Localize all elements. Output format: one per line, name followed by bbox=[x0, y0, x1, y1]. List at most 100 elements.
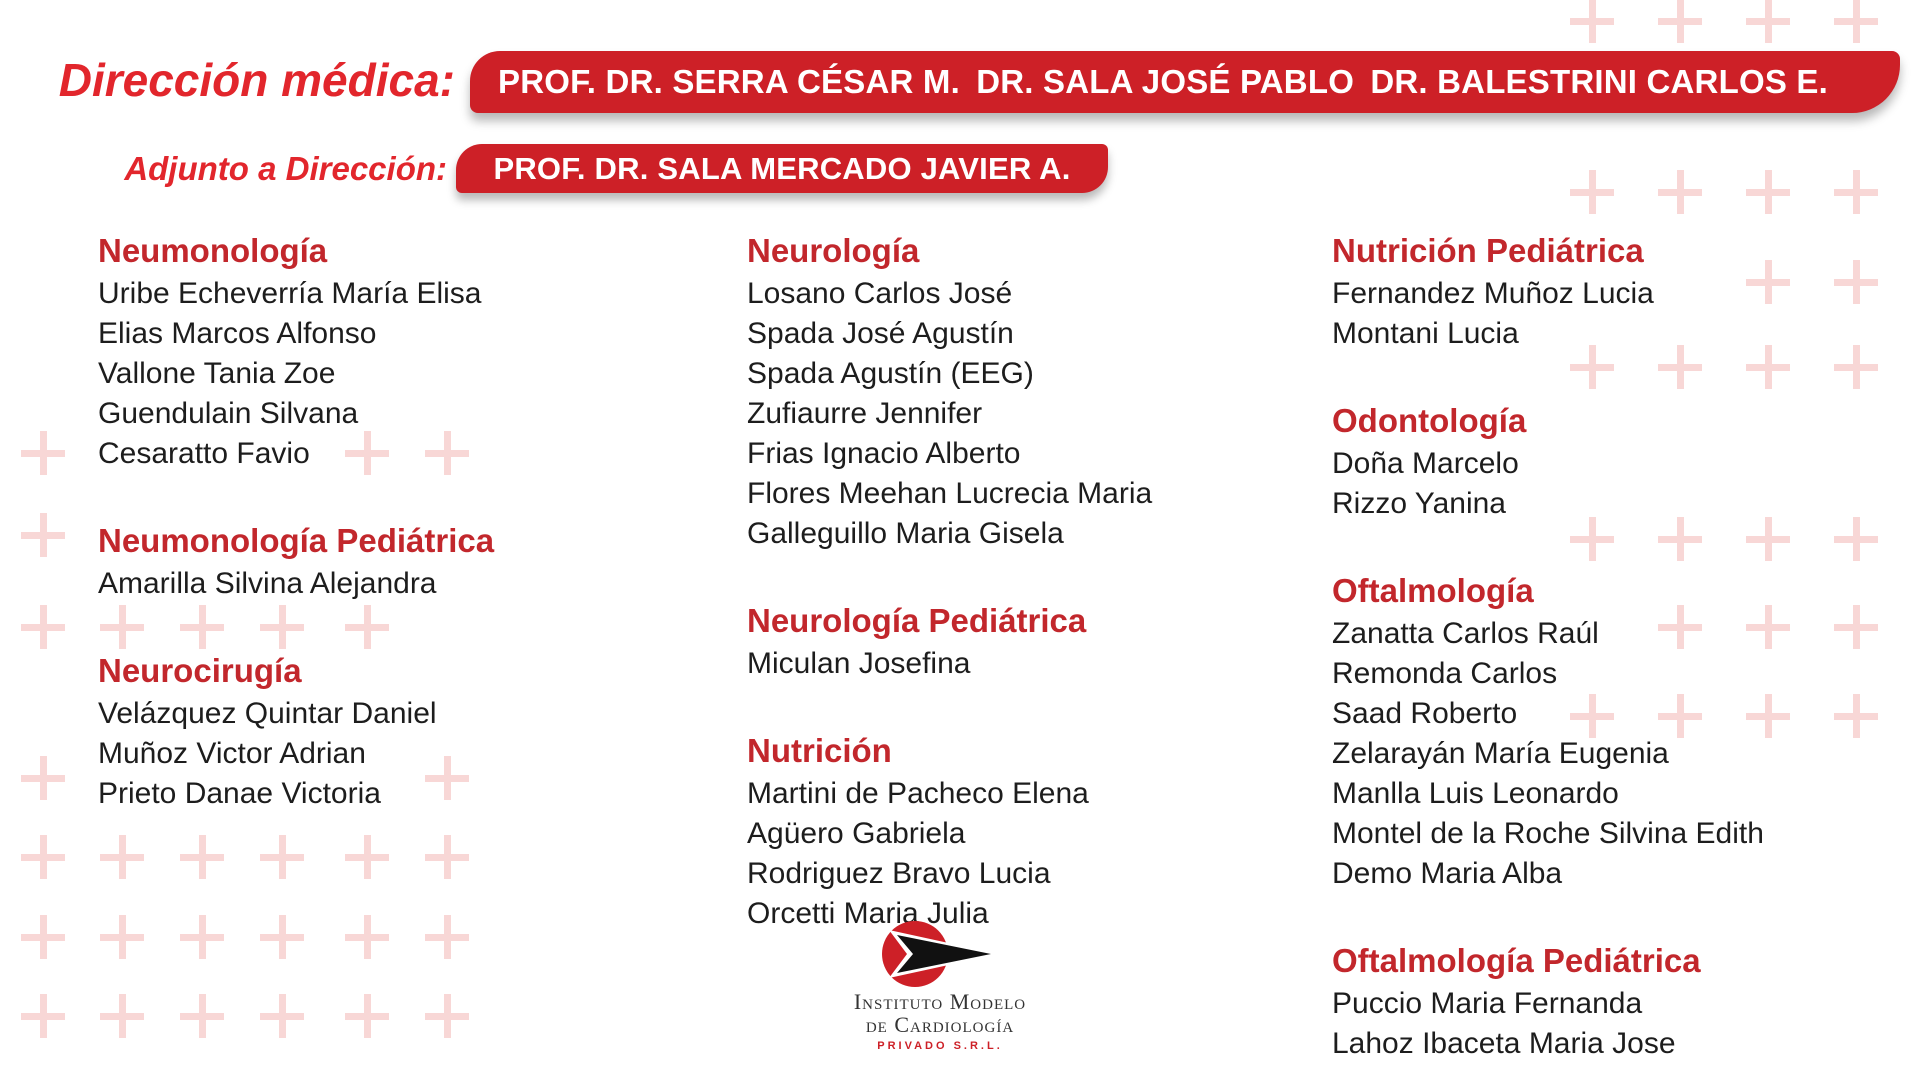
doctor-name: Spada José Agustín bbox=[747, 317, 1014, 350]
section-title: Neurología bbox=[747, 232, 920, 269]
section-title: Nutrición Pediátrica bbox=[1332, 232, 1644, 269]
plus-icon bbox=[425, 994, 469, 1038]
plus-icon bbox=[1834, 694, 1878, 738]
plus-icon bbox=[21, 605, 65, 649]
adjunto-director-name: PROF. DR. SALA MERCADO JAVIER A. bbox=[493, 150, 1071, 186]
director-name: PROF. DR. SERRA CÉSAR M. bbox=[498, 63, 960, 100]
doctor-name: Lahoz Ibaceta Maria Jose bbox=[1332, 1027, 1676, 1060]
doctor-name: Amarilla Silvina Alejandra bbox=[98, 567, 437, 600]
section-title: Neurocirugía bbox=[98, 652, 302, 689]
direccion-medica-label: Dirección médica: bbox=[58, 54, 455, 106]
plus-icon bbox=[1834, 170, 1878, 214]
section-title: Neurología Pediátrica bbox=[747, 602, 1087, 639]
doctor-name: Manlla Luis Leonardo bbox=[1332, 777, 1619, 810]
plus-icon bbox=[1746, 0, 1790, 43]
specialty-section: Nutrición Martini de Pacheco Elena Agüero … bbox=[747, 728, 1152, 934]
doctor-name: Velázquez Quintar Daniel bbox=[98, 697, 437, 730]
plus-icon bbox=[260, 994, 304, 1038]
section-title: Oftalmología Pediátrica bbox=[1332, 942, 1701, 979]
doctor-name: Prieto Danae Victoria bbox=[98, 777, 381, 810]
plus-icon bbox=[345, 915, 389, 959]
doctor-name: Demo Maria Alba bbox=[1332, 857, 1563, 890]
doctor-name: Miculan Josefina bbox=[747, 647, 971, 680]
logo-text-line1: Instituto Modelo bbox=[853, 989, 1027, 1014]
instituto-logo: Instituto Modelo de Cardiología PRIVADO … bbox=[830, 920, 1050, 1052]
doctor-list: Miculan Josefina bbox=[747, 644, 1152, 684]
doctor-name: Guendulain Silvana bbox=[98, 397, 359, 430]
plus-icon bbox=[1658, 0, 1702, 43]
doctor-name: Zanatta Carlos Raúl bbox=[1332, 617, 1599, 650]
doctor-name: Martini de Pacheco Elena bbox=[747, 777, 1089, 810]
section-title: Odontología bbox=[1332, 402, 1527, 439]
doctor-name: Montel de la Roche Silvina Edith bbox=[1332, 817, 1764, 850]
doctor-name: Spada Agustín (EEG) bbox=[747, 357, 1034, 390]
doctor-list: Doña Marcelo Rizzo Yanina bbox=[1332, 444, 1764, 524]
specialty-column: Nutrición Pediátrica Fernandez Muñoz Luci… bbox=[1332, 228, 1764, 1080]
plus-icon bbox=[1658, 170, 1702, 214]
doctor-list: Velázquez Quintar Daniel Muñoz Victor Adr… bbox=[98, 694, 494, 814]
specialty-section: Neurología Pediátrica Miculan Josefina bbox=[747, 598, 1152, 684]
specialty-section: Oftalmología Pediátrica Puccio Maria Fern… bbox=[1332, 938, 1764, 1064]
doctor-list: Fernandez Muñoz Lucia Montani Lucia bbox=[1332, 274, 1764, 354]
plus-icon bbox=[21, 756, 65, 800]
doctor-name: Rizzo Yanina bbox=[1332, 487, 1506, 520]
specialty-column: Neurología Losano Carlos José Spada José A… bbox=[747, 228, 1152, 978]
doctor-name: Puccio Maria Fernanda bbox=[1332, 987, 1643, 1020]
specialty-section: Odontología Doña Marcelo Rizzo Yanina bbox=[1332, 398, 1764, 524]
plus-icon bbox=[100, 994, 144, 1038]
doctor-list: Losano Carlos José Spada José Agustín Spad… bbox=[747, 274, 1152, 554]
plus-icon bbox=[1834, 605, 1878, 649]
plus-icon bbox=[180, 915, 224, 959]
doctor-name: Fernandez Muñoz Lucia bbox=[1332, 277, 1654, 310]
adjunto-direccion-label: Adjunto a Dirección: bbox=[124, 150, 447, 187]
doctor-name: Vallone Tania Zoe bbox=[98, 357, 336, 390]
specialty-section: Neurocirugía Velázquez Quintar Daniel Muño… bbox=[98, 648, 494, 814]
plus-icon bbox=[1570, 0, 1614, 43]
plus-icon bbox=[345, 994, 389, 1038]
doctor-list: Zanatta Carlos Raúl Remonda Carlos Saad Ro… bbox=[1332, 614, 1764, 894]
adjunto-direccion-banner: PROF. DR. SALA MERCADO JAVIER A. bbox=[456, 144, 1108, 193]
plus-icon bbox=[425, 915, 469, 959]
plus-icon bbox=[21, 835, 65, 879]
plus-icon bbox=[100, 915, 144, 959]
plus-icon bbox=[180, 994, 224, 1038]
section-title: Nutrición bbox=[747, 732, 892, 769]
doctor-name: Zufiaurre Jennifer bbox=[747, 397, 983, 430]
doctor-name: Losano Carlos José bbox=[747, 277, 1013, 310]
section-title: Neumonología Pediátrica bbox=[98, 522, 495, 559]
specialty-section: Nutrición Pediátrica Fernandez Muñoz Luci… bbox=[1332, 228, 1764, 354]
director-name: DR. SALA JOSÉ PABLO bbox=[976, 63, 1355, 100]
doctor-name: Frias Ignacio Alberto bbox=[747, 437, 1021, 470]
doctor-name: Doña Marcelo bbox=[1332, 447, 1519, 480]
plus-icon bbox=[1834, 345, 1878, 389]
plus-icon bbox=[1570, 170, 1614, 214]
doctor-name: Galleguillo Maria Gisela bbox=[747, 517, 1064, 550]
plus-icon bbox=[21, 513, 65, 557]
logo-text-line2: de Cardiología bbox=[865, 1012, 1015, 1037]
direccion-medica-banner: PROF. DR. SERRA CÉSAR M. DR. SALA JOSÉ PA… bbox=[470, 51, 1900, 113]
doctor-name: Saad Roberto bbox=[1332, 697, 1518, 730]
specialty-column: Neumonología Uribe Echeverría María Elisa… bbox=[98, 228, 494, 858]
doctor-name: Muñoz Victor Adrian bbox=[98, 737, 366, 770]
doctor-name: Flores Meehan Lucrecia Maria bbox=[747, 477, 1153, 510]
cardiology-logo-icon bbox=[882, 921, 999, 987]
doctor-list: Martini de Pacheco Elena Agüero Gabriela R… bbox=[747, 774, 1152, 934]
doctor-name: Remonda Carlos bbox=[1332, 657, 1558, 690]
logo-text-privado: PRIVADO S.R.L. bbox=[877, 1040, 1003, 1052]
doctor-name: Montani Lucia bbox=[1332, 317, 1519, 350]
specialty-section: Oftalmología Zanatta Carlos Raúl Remonda C… bbox=[1332, 568, 1764, 894]
plus-icon bbox=[1834, 0, 1878, 43]
doctor-list: Uribe Echeverría María Elisa Elias Marcos… bbox=[98, 274, 494, 474]
plus-icon bbox=[21, 915, 65, 959]
section-title: Neumonología bbox=[98, 232, 328, 269]
doctor-name: Elias Marcos Alfonso bbox=[98, 317, 377, 350]
plus-icon bbox=[1834, 260, 1878, 304]
section-title: Oftalmología bbox=[1332, 572, 1534, 609]
doctor-name: Zelarayán María Eugenia bbox=[1332, 737, 1669, 770]
doctor-name: Agüero Gabriela bbox=[747, 817, 966, 850]
plus-icon bbox=[21, 431, 65, 475]
doctor-list: Amarilla Silvina Alejandra bbox=[98, 564, 494, 604]
plus-icon bbox=[1746, 170, 1790, 214]
doctor-name: Uribe Echeverría María Elisa bbox=[98, 277, 482, 310]
